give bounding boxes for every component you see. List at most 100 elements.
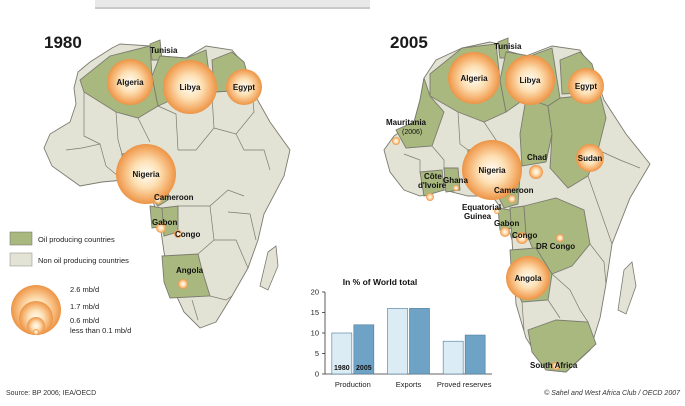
bar-year-label: 1980 [334, 365, 350, 372]
label-angola: Angola [514, 274, 542, 283]
bubble-ghana-2005 [453, 185, 459, 191]
y-tick-label: 20 [311, 288, 319, 297]
bubble-gabon-1980 [156, 223, 166, 233]
label-egypt: Egypt [575, 82, 598, 91]
bar-production-2005 [353, 324, 375, 375]
legend-size-3: 0.6 mb/d [70, 316, 99, 325]
copyright-note: © Sahel and West Africa Club / OECD 2007 [544, 389, 681, 397]
bubble-cote-divoire-2005 [426, 193, 434, 201]
bubble-libya-1980 [163, 60, 217, 114]
x-category-label: Production [335, 380, 371, 389]
label-gabon: Gabon [494, 219, 519, 228]
bubble-south-africa-2005 [552, 362, 560, 370]
bubble-sudan-2005 [576, 144, 604, 172]
bar-year-label: 2005 [356, 365, 372, 372]
top-banner-shadow [95, 7, 370, 9]
legend-label-nonproducing: Non oil producing countries [38, 256, 129, 265]
label-mauritania: Mauritania [386, 118, 427, 127]
bubble-egypt-2005 [568, 68, 604, 104]
bubble-nigeria-2005 [462, 140, 522, 200]
bubble-mauritania-2005 [392, 137, 400, 145]
bubble-libya-2005 [505, 55, 555, 105]
country-labels-1980: Tunisia Algeria Libya Egypt Nigeria Came… [116, 46, 255, 275]
bar-proved-reserves-2005 [464, 334, 486, 375]
chart-bars: 1980 2005 [331, 308, 486, 375]
year-title-1980: 1980 [44, 33, 82, 52]
legend-label-producing: Oil producing countries [38, 235, 115, 244]
label-congo: Congo [175, 230, 200, 239]
mauritania-shape [395, 77, 445, 149]
y-tick-label: 0 [315, 370, 319, 379]
internal-borders [65, 89, 271, 321]
label-cote-divoire-2: d'Ivoire [418, 181, 447, 190]
label-nigeria: Nigeria [478, 166, 506, 175]
bar-exports-2005 [409, 308, 430, 375]
chart-y-axis: 0 5 10 15 20 [311, 288, 492, 379]
x-category-label: Proved reserves [437, 380, 492, 389]
label-libya: Libya [520, 76, 541, 85]
label-cameroon: Cameroon [494, 186, 534, 195]
label-south-africa: South Africa [530, 361, 578, 370]
bubble-algeria-1980 [107, 59, 153, 105]
bubble-angola-1980 [178, 279, 188, 289]
top-banner [95, 0, 370, 7]
bubble-drcongo-2005 [556, 234, 564, 242]
label-cote-divoire-1: Côte [424, 172, 442, 181]
bubble-egypt-1980 [226, 69, 262, 105]
label-algeria: Algeria [460, 74, 488, 83]
y-tick-label: 5 [315, 349, 319, 358]
label-sudan: Sudan [578, 154, 603, 163]
bubble-chad-2005 [529, 165, 543, 179]
cote-divoire-shape [419, 169, 445, 197]
label-algeria: Algeria [116, 78, 144, 87]
y-tick-label: 10 [311, 329, 319, 338]
bubble-congo-1980 [174, 230, 182, 238]
madagascar-island [259, 245, 279, 291]
label-chad: Chad [527, 153, 547, 162]
chart-title: In % of World total [343, 277, 417, 287]
legend-swatch-producing [9, 231, 33, 246]
country-labels-2005: Tunisia Algeria Libya Egypt Mauritania (… [386, 42, 602, 370]
south-africa-shape [527, 319, 597, 373]
bubble-nigeria-1980 [116, 144, 176, 204]
y-tick-label: 15 [311, 308, 319, 317]
legend-swatch-nonproducing [9, 252, 33, 267]
bubble-algeria-2005 [448, 52, 500, 104]
production-bubbles-2005 [392, 52, 604, 370]
world-share-bar-chart: In % of World total 0 5 10 15 20 1980 2005 Pr… [311, 277, 492, 389]
legend-bubble-tiny [33, 329, 39, 335]
bar-production-1980 [331, 332, 353, 375]
label-libya: Libya [180, 83, 201, 92]
label-eq-guinea-1: Equatorial [462, 203, 501, 212]
bar-proved-reserves-1980 [442, 340, 464, 375]
bubble-angola-2005 [506, 256, 550, 300]
legend-bubble-small [27, 317, 45, 335]
year-title-2005: 2005 [390, 33, 428, 52]
bubble-eq-guinea-2005 [494, 208, 500, 214]
label-egypt: Egypt [233, 83, 256, 92]
label-nigeria: Nigeria [132, 170, 160, 179]
source-note: Source: BP 2006; IEA/OECD [6, 390, 96, 397]
bubble-cameroon-2005 [508, 195, 516, 203]
label-tunisia: Tunisia [150, 46, 178, 55]
map-legend: Oil producing countries Non oil producin… [9, 231, 131, 335]
label-eq-guinea-2: Guinea [464, 212, 492, 221]
bar-exports-1980 [387, 308, 408, 375]
x-category-label: Exports [396, 380, 422, 389]
label-tunisia: Tunisia [494, 42, 522, 51]
chart-x-axis-labels: Production Exports Proved reserves [335, 380, 492, 389]
legend-size-4: less than 0.1 mb/d [70, 326, 131, 335]
label-ghana: Ghana [443, 176, 468, 185]
madagascar-island [617, 261, 637, 315]
label-cameroon: Cameroon [154, 193, 194, 202]
label-gabon: Gabon [152, 218, 177, 227]
label-angola: Angola [176, 266, 204, 275]
legend-size-2: 1.7 mb/d [70, 302, 99, 311]
label-mauritania-year: (2006) [402, 129, 422, 136]
bubble-gabon-2005 [500, 227, 510, 237]
label-congo: Congo [512, 231, 537, 240]
label-drcongo: DR Congo [536, 242, 575, 251]
bubble-cameroon-1980 [154, 196, 162, 204]
